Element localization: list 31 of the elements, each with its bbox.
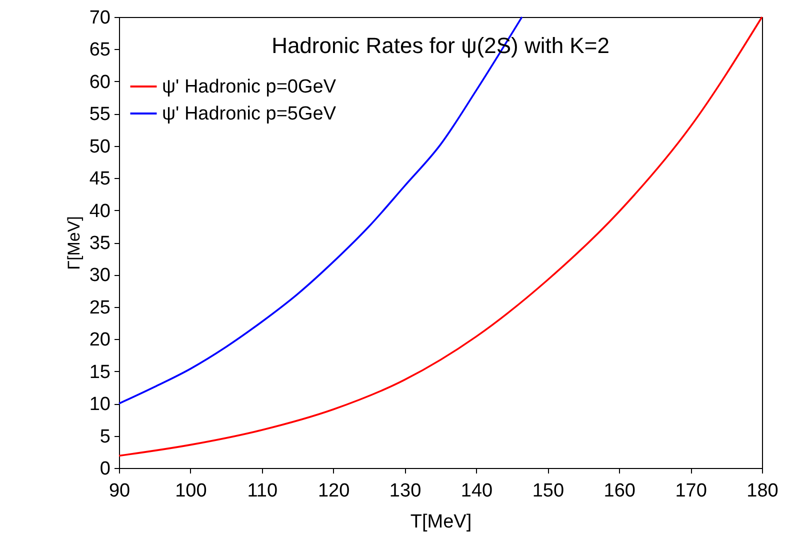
x-tick-label: 110: [247, 480, 278, 502]
line-series: [118, 16, 523, 404]
x-tick-label: 120: [318, 480, 350, 502]
y-tick-label: 15: [89, 362, 110, 383]
legend-label: ψ' Hadronic p=5GeV: [162, 104, 336, 124]
y-tick-label: 40: [89, 200, 110, 222]
x-tick-label: 160: [604, 480, 636, 502]
y-tick-label: 55: [89, 104, 110, 126]
x-tick-label: 170: [675, 480, 707, 502]
y-tick-label: 0: [100, 458, 110, 480]
y-tick-label: 10: [89, 394, 110, 416]
x-axis-title: T[MeV]: [410, 512, 472, 532]
y-tick-label: 70: [89, 8, 110, 28]
x-tick-label: 140: [460, 480, 493, 502]
x-tick-label: 180: [746, 480, 778, 502]
y-tick-label: 65: [89, 40, 110, 61]
y-tick-label: 25: [89, 297, 110, 318]
y-tick-label: 60: [89, 72, 110, 93]
legend-label: ψ' Hadronic p=0GeV: [162, 76, 336, 98]
y-tick-label: 35: [89, 233, 110, 254]
x-tick-label: 100: [175, 480, 207, 502]
y-tick-label: 45: [89, 168, 110, 190]
y-tick-label: 30: [89, 265, 110, 286]
line-series: [118, 16, 763, 457]
y-tick-label: 5: [100, 426, 110, 448]
x-tick-label: 90: [108, 480, 130, 502]
x-tick-label: 150: [532, 480, 564, 502]
y-tick-label: 50: [89, 136, 110, 158]
y-axis-title: Γ[MeV]: [64, 216, 84, 270]
y-tick-label: 20: [89, 330, 110, 351]
x-tick-label: 130: [389, 480, 422, 502]
